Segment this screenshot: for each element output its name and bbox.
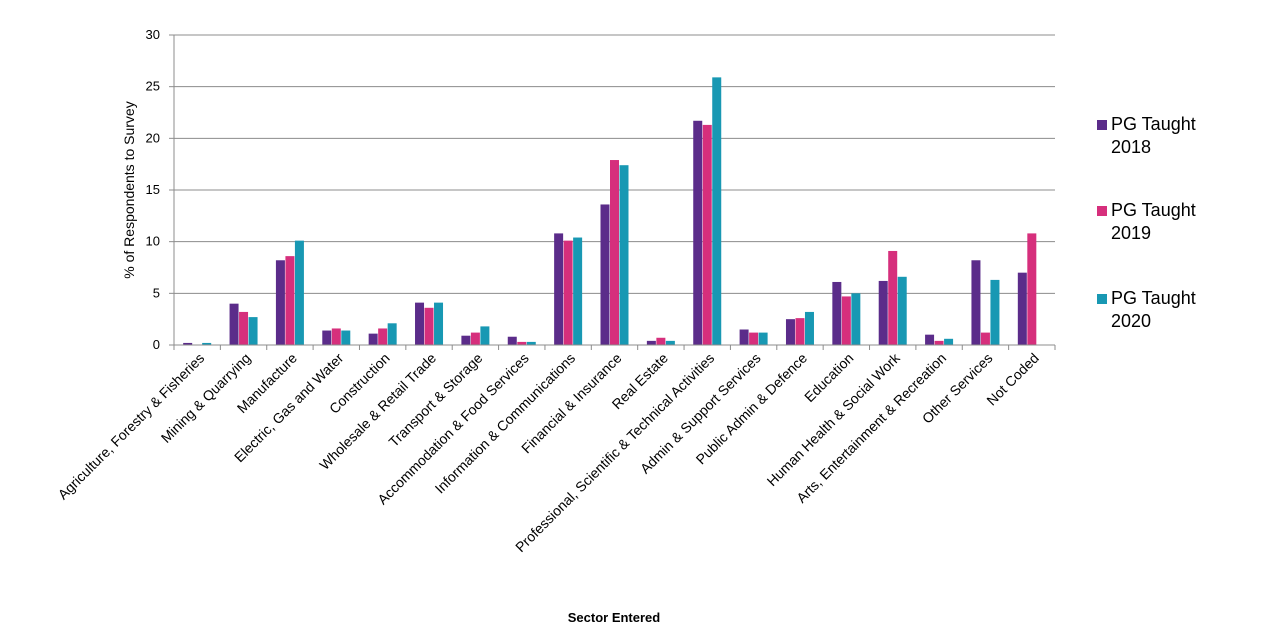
bar <box>925 334 935 345</box>
bar <box>526 341 536 345</box>
y-axis-title: % of Respondents to Survey <box>121 101 137 278</box>
bar <box>470 332 480 345</box>
y-tick-label: 30 <box>146 27 160 42</box>
bar <box>897 276 907 345</box>
bar <box>619 165 629 345</box>
bar <box>990 279 1000 345</box>
y-tick-label: 20 <box>146 130 160 145</box>
bar <box>712 77 722 345</box>
bar <box>656 337 666 345</box>
bar <box>248 317 258 345</box>
bar <box>480 326 490 345</box>
bar <box>424 307 434 345</box>
bar <box>851 293 861 345</box>
bar <box>563 240 573 345</box>
x-axis-title: Sector Entered <box>568 610 661 625</box>
bar <box>275 260 285 345</box>
legend-entry: PG Taught 2020 <box>1111 288 1196 331</box>
bar <box>785 319 795 345</box>
bar <box>888 250 898 345</box>
bar <box>378 328 388 345</box>
legend-swatch <box>1097 120 1107 130</box>
bar <box>646 340 656 345</box>
bar <box>183 342 193 345</box>
bar <box>294 240 304 345</box>
bar <box>387 323 397 345</box>
bars <box>183 77 1037 346</box>
bar <box>202 342 212 345</box>
bar <box>554 233 564 345</box>
bar <box>461 335 471 345</box>
bar <box>944 338 954 345</box>
legend-entry: PG Taught 2018 <box>1111 114 1196 157</box>
bar <box>1027 233 1037 345</box>
bar <box>415 302 425 345</box>
bar <box>934 340 944 345</box>
bar <box>739 329 749 345</box>
y-tick-label: 10 <box>146 234 160 249</box>
bar <box>341 330 351 345</box>
bar <box>239 311 249 345</box>
legend-swatch <box>1097 294 1107 304</box>
y-tick-label: 5 <box>153 285 160 300</box>
bar <box>841 296 851 345</box>
bar <box>693 120 703 346</box>
y-tick-label: 25 <box>146 79 160 94</box>
bar <box>368 333 378 345</box>
legend-swatch <box>1097 206 1107 216</box>
bar <box>702 124 712 346</box>
bar <box>1017 272 1027 345</box>
bar <box>832 281 842 345</box>
bar <box>878 280 888 345</box>
legend-entry: PG Taught 2019 <box>1111 200 1196 243</box>
bar <box>517 341 527 345</box>
y-tick-label: 15 <box>146 182 160 197</box>
bar <box>322 330 332 345</box>
bar <box>610 160 619 345</box>
bar <box>980 332 990 345</box>
bar <box>600 204 610 345</box>
bar <box>434 302 444 345</box>
y-tick-label: 0 <box>153 337 160 352</box>
legend: PG Taught 2018 PG Taught 2019 PG Taught 2020 <box>1097 114 1196 331</box>
bar <box>573 237 583 345</box>
x-tick-label: Mining & Quarrying <box>158 350 254 446</box>
bar <box>229 303 239 345</box>
bar <box>665 340 675 345</box>
bar <box>331 328 341 345</box>
bar <box>795 318 805 345</box>
bar <box>971 260 981 345</box>
bar <box>758 332 768 345</box>
bar <box>285 256 295 345</box>
bar <box>507 336 517 345</box>
bar <box>749 332 759 345</box>
bar <box>804 311 814 345</box>
